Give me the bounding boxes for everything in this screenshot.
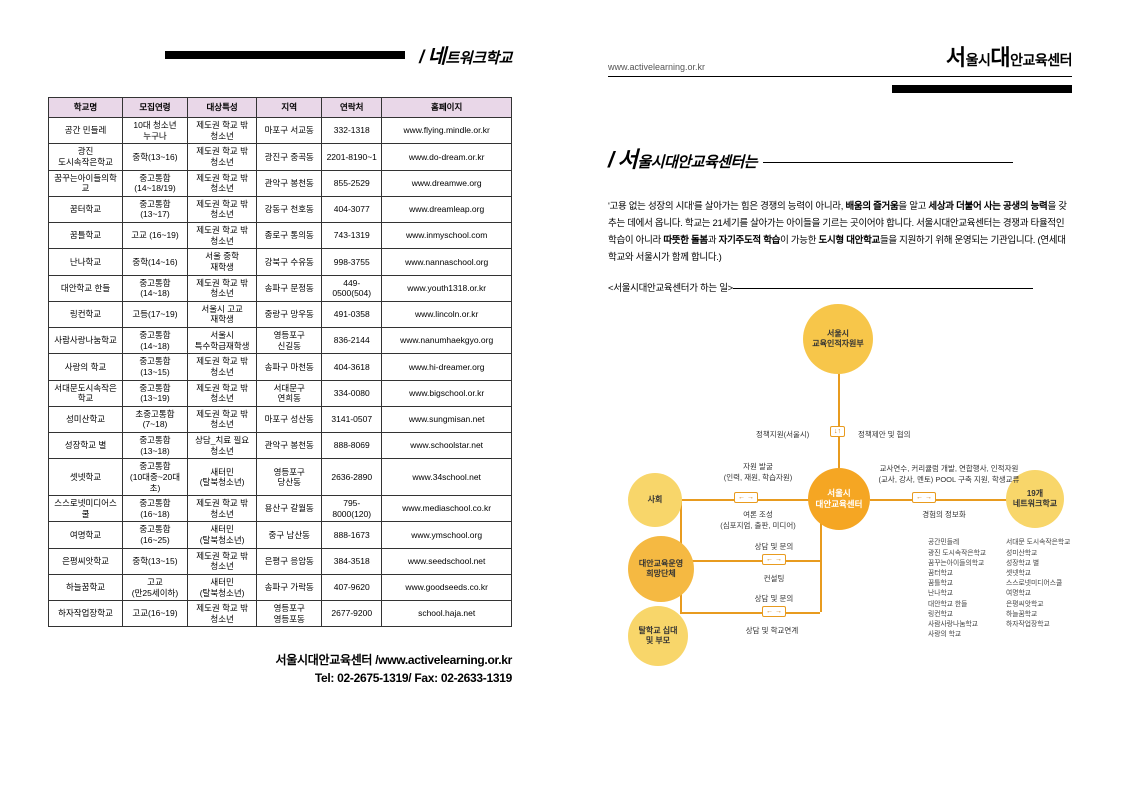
table-row: 서대문도시속작은학교중고통합(13~19)제도권 학교 밖청소년서대문구연희동3…: [49, 380, 512, 406]
table-row: 셋넷학교중고통합(10대중~20대초)새터민(탈북청소년)영등포구당산동2636…: [49, 459, 512, 496]
right-header: www.activelearning.or.kr 서울시대안교육센터: [608, 40, 1072, 72]
table-row: 링컨학교고등(17~19)서울시 고교재학생중랑구 망우동491-0358www…: [49, 301, 512, 327]
header-rule: [608, 76, 1072, 77]
table-row: 광진도시속작은학교중학(13~16)제도권 학교 밖청소년광진구 중곡동2201…: [49, 144, 512, 170]
table-row: 하자작업장학교고교(16~19)제도권 학교 밖청소년영등포구영등포동2677-…: [49, 601, 512, 627]
arrow-icon: ↓↑: [830, 426, 845, 437]
arrow-icon: ← →: [734, 492, 758, 503]
lbl: 상담 및 학교연계: [722, 626, 822, 636]
table-row: 하늘꿈학교고교(만25세이하)새터민(탈북청소년)송파구 가락동407-9620…: [49, 574, 512, 600]
header-title: /네트워크학교: [419, 40, 512, 69]
node-center: 서울시대안교육센터: [808, 468, 870, 530]
lbl: 컨설팅: [744, 574, 804, 584]
lbl: 정책제안 및 협의: [858, 430, 910, 440]
table-row: 스스로넷미디어스쿨중고통합(16~18)제도권 학교 밖청소년용산구 갈월동79…: [49, 496, 512, 522]
header-url: www.activelearning.or.kr: [608, 62, 705, 72]
node-parents: 탈학교 십대및 부모: [628, 606, 688, 666]
schools-table: 학교명모집연령대상특성지역연락처홈페이지 공간 민들레10대 청소년누구나제도권…: [48, 97, 512, 627]
table-row: 사랑의 학교중고통합(13~15)제도권 학교 밖청소년송파구 마천동404-3…: [49, 354, 512, 380]
school-list-right: 서대문 도시속작은학교성미산학교성장학교 별셋넷학교스스로넷미디어스쿨여명학교은…: [1006, 538, 1070, 630]
table-row: 성장학교 별중고통합(13~18)상담_치료 필요청소년관악구 봉천동888-8…: [49, 433, 512, 459]
lbl: 상담 및 문의: [734, 542, 814, 552]
left-page: /네트워크학교 학교명모집연령대상특성지역연락처홈페이지 공간 민들레10대 청…: [0, 0, 560, 793]
table-row: 꿈꾸는아이들의학교중고통합(14~18/19)제도권 학교 밖청소년관악구 봉천…: [49, 170, 512, 196]
table-header: 지역: [257, 98, 322, 118]
section-title: /서울시대안교육센터는: [608, 154, 757, 171]
node-society: 사회: [628, 473, 682, 527]
logo: 서울시대안교육센터: [946, 40, 1072, 72]
section-title-block: /서울시대안교육센터는: [608, 142, 1072, 174]
table-header: 모집연령: [123, 98, 188, 118]
intro-text: '고용 없는 성장의 시대'를 살아가는 힘은 경쟁의 능력이 아니라, 배움의…: [608, 198, 1072, 266]
header-bar: [165, 51, 405, 59]
school-list-left: 공간민들레광진 도시속작은학교꿈꾸는아이들의학교꿈터학교꿈틀학교난나학교대안학교…: [928, 538, 986, 640]
table-row: 성미산학교초중고통합(7~18)제도권 학교 밖청소년마포구 성산동3141-0…: [49, 406, 512, 432]
table-header: 연락처: [322, 98, 382, 118]
footer-line1: 서울시대안교육센터 /www.activelearning.or.kr: [48, 651, 512, 669]
table-row: 꿈터학교중고통합(13~17)제도권 학교 밖청소년강동구 천호동404-307…: [49, 196, 512, 222]
lbl: 여론 조성(심포지엄, 출판, 미디어): [708, 510, 808, 530]
header-bar-right: [608, 80, 1072, 98]
table-row: 은평씨앗학교중학(13~15)제도권 학교 밖청소년은평구 응암동384-351…: [49, 548, 512, 574]
right-page: www.activelearning.or.kr 서울시대안교육센터 /서울시대…: [560, 0, 1120, 793]
arrow-icon: ← →: [912, 492, 936, 503]
lbl: 경험의 정보화: [904, 510, 984, 520]
node-org: 대안교육운영희망단체: [628, 536, 694, 602]
lbl: 교사연수, 커리큘럼 개발, 연합행사, 인적자원(교사, 강사, 멘토) PO…: [874, 464, 1024, 484]
lbl: 상담 및 문의: [734, 594, 814, 604]
arrow-icon: ← →: [762, 554, 786, 565]
table-row: 사람사랑나눔학교중고통합(14~18)서울시특수학급재학생영등포구신길동836-…: [49, 328, 512, 354]
subheading: <서울시대안교육센터가 하는 일>: [608, 280, 1072, 294]
table-row: 여명학교중고통합(16~25)새터민(탈북청소년)중구 남산동888-1673w…: [49, 522, 512, 548]
table-row: 난나학교중학(14~16)서울 중학재학생강북구 수유동998-3755www.…: [49, 249, 512, 275]
table-row: 대안학교 한들중고통합(14~18)제도권 학교 밖청소년송파구 문정동449-…: [49, 275, 512, 301]
org-diagram: 서울시교육인적자원부 서울시대안교육센터 사회 대안교육운영희망단체 탈학교 십…: [608, 302, 1072, 672]
table-header: 학교명: [49, 98, 123, 118]
table-row: 꿈틀학교고교 (16~19)제도권 학교 밖청소년종로구 통의동743-1319…: [49, 223, 512, 249]
left-header: /네트워크학교: [48, 40, 512, 69]
lbl: 자원 발굴(인력, 재원, 학습자원): [708, 462, 808, 482]
node-top: 서울시교육인적자원부: [803, 304, 873, 374]
lbl: 정책지원(서울시): [756, 430, 809, 440]
table-header: 홈페이지: [382, 98, 512, 118]
table-row: 공간 민들레10대 청소년누구나제도권 학교 밖청소년마포구 서교동332-13…: [49, 118, 512, 144]
table-header: 대상특성: [187, 98, 256, 118]
footer: 서울시대안교육센터 /www.activelearning.or.kr Tel:…: [48, 651, 512, 687]
footer-line2: Tel: 02-2675-1319/ Fax: 02-2633-1319: [48, 669, 512, 687]
arrow-icon: ← →: [762, 606, 786, 617]
